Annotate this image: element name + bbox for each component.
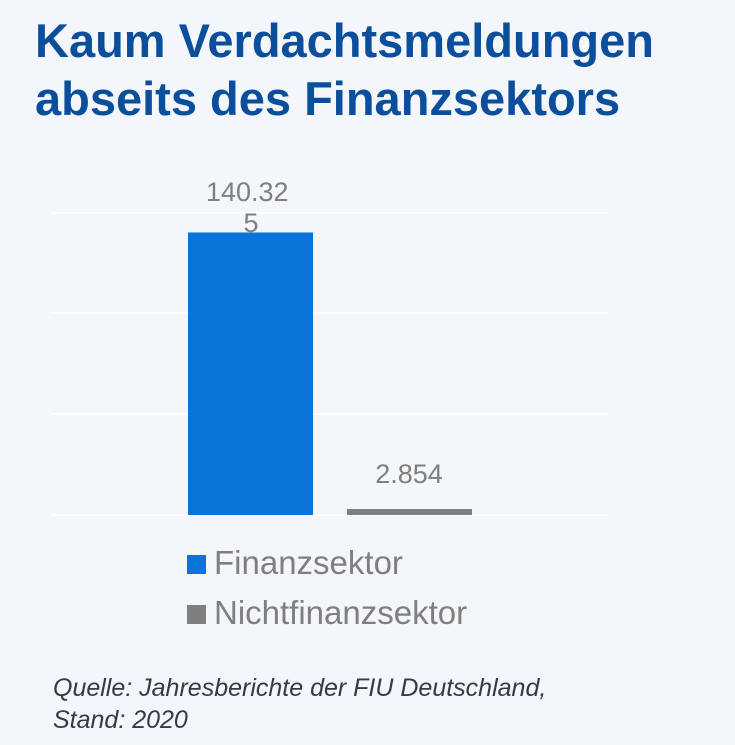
legend: Finanzsektor Nichtfinanzsektor [187, 538, 467, 638]
bar-chart: 140.32 5 2.854 [52, 177, 608, 516]
gridlines [52, 212, 608, 516]
chart-title-line-1: Kaum Verdachtsmeldungen [35, 14, 654, 67]
source-note: Quelle: Jahresberichte der FIU Deutschla… [53, 672, 693, 736]
chart-title-line-2: abseits des Finanzsektors [35, 72, 621, 125]
data-label-nichtfinanzsektor: 2.854 [375, 459, 443, 489]
source-line-1: Quelle: Jahresberichte der FIU Deutschla… [53, 674, 547, 702]
data-label-finanzsektor-line-1: 140.32 [206, 177, 289, 207]
legend-label-nichtfinanzsektor: Nichtfinanzsektor [214, 594, 468, 631]
data-label-finanzsektor: 140.32 5 [206, 177, 296, 238]
bar-nichtfinanzsektor [347, 509, 472, 515]
chart-title: Kaum Verdachtsmeldungen abseits des Fina… [35, 12, 725, 128]
legend-label-finanzsektor: Finanzsektor [214, 544, 403, 581]
legend-item-finanzsektor: Finanzsektor [187, 538, 467, 588]
source-line-2: Stand: 2020 [53, 706, 188, 734]
data-label-finanzsektor-line-2: 5 [243, 208, 258, 238]
legend-item-nichtfinanzsektor: Nichtfinanzsektor [187, 588, 467, 638]
legend-swatch-nichtfinanzsektor [187, 604, 206, 624]
legend-swatch-finanzsektor [187, 554, 206, 574]
bar-finanzsektor [188, 232, 313, 515]
